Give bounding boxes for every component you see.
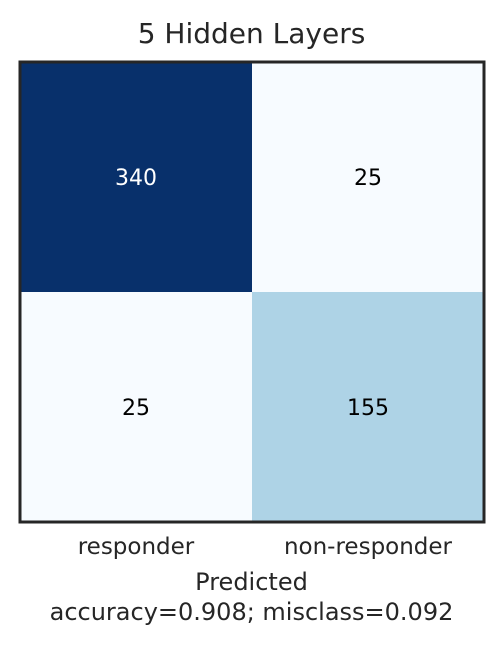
heatmap-cell-r1-c1 — [252, 292, 484, 522]
x-tick-label-1: non-responder — [284, 534, 453, 560]
cell-value-label-r0-c1: 25 — [354, 166, 382, 191]
cell-value-label-r1-c1: 155 — [347, 396, 389, 421]
heatmap-cells — [20, 62, 484, 522]
heatmap-cell-r0-c1 — [252, 62, 484, 292]
x-axis-label: Predicted — [195, 568, 308, 596]
chart-title: 5 Hidden Layers — [138, 17, 366, 50]
heatmap-value-labels: 340 25 25 155 — [115, 166, 389, 421]
accuracy-summary: accuracy=0.908; misclass=0.092 — [50, 598, 454, 626]
x-tick-labels: responder non-responder — [78, 534, 453, 560]
plot-frame — [18, 60, 486, 524]
cell-value-label-r0-c0: 340 — [115, 166, 157, 191]
x-tick-label-0: responder — [78, 534, 195, 560]
heatmap-cell-r1-c0 — [20, 292, 252, 522]
cell-value-label-r1-c0: 25 — [122, 396, 150, 421]
heatmap-cell-r0-c0 — [20, 62, 252, 292]
